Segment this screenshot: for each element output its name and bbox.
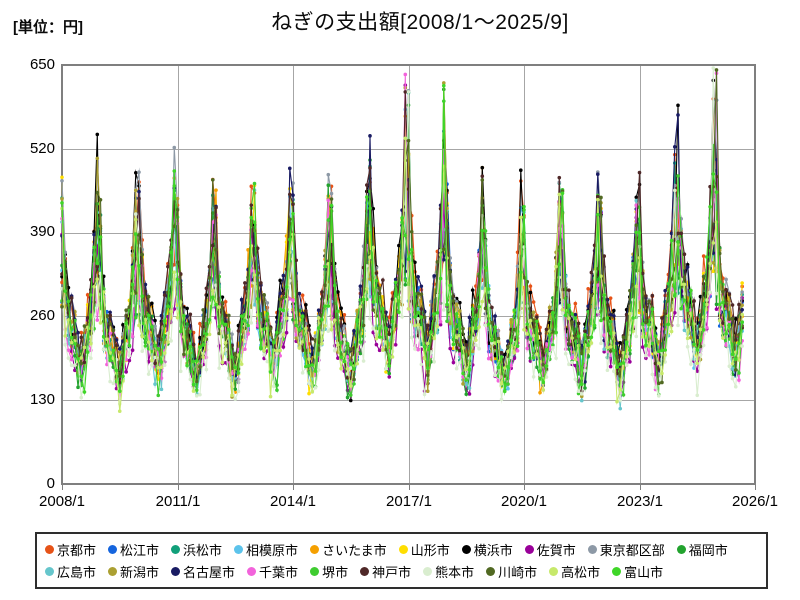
legend-swatch-icon bbox=[524, 545, 534, 554]
legend-swatch-icon bbox=[398, 545, 408, 554]
legend-item: 高松市 bbox=[549, 561, 600, 582]
legend-label: 横浜市 bbox=[473, 543, 513, 558]
legend-swatch-icon bbox=[423, 567, 433, 576]
legend-label: 川崎市 bbox=[498, 565, 538, 580]
legend-label: 山形市 bbox=[410, 543, 450, 558]
legend-swatch-icon bbox=[45, 545, 54, 554]
legend-label: 佐賀市 bbox=[536, 543, 576, 558]
legend-label: 熊本市 bbox=[435, 565, 475, 580]
legend-swatch-icon bbox=[612, 567, 622, 576]
legend-swatch-icon bbox=[676, 545, 686, 554]
legend-swatch-icon bbox=[171, 545, 181, 554]
legend-label: 福岡市 bbox=[688, 543, 728, 558]
legend-item: 千葉市 bbox=[247, 561, 298, 582]
legend-label: 松江市 bbox=[120, 543, 160, 558]
legend-swatch-icon bbox=[310, 545, 320, 554]
x-axis-tick-label: 2008/1 bbox=[39, 493, 85, 510]
legend-swatch-icon bbox=[45, 567, 54, 576]
y-axis-tick-label: 0 bbox=[46, 475, 55, 492]
legend-item: 川崎市 bbox=[486, 561, 537, 582]
legend-swatch-icon bbox=[247, 567, 257, 576]
y-axis-tick-label: 390 bbox=[29, 223, 55, 240]
legend-swatch-icon bbox=[234, 545, 244, 554]
legend-swatch-icon bbox=[310, 567, 320, 576]
legend-item: 富山市 bbox=[612, 561, 663, 582]
x-axis-tick-label: 2011/1 bbox=[155, 493, 201, 510]
legend-item: 横浜市 bbox=[461, 539, 513, 560]
legend-label: 浜松市 bbox=[183, 543, 223, 558]
legend-label: 新潟市 bbox=[120, 565, 160, 580]
legend-box: 京都市 松江市 浜松市 相模原市 さいたま市 山形市 横浜市 佐賀市 東京都区部 福岡市広島市 新潟… bbox=[35, 532, 768, 589]
legend-swatch-icon bbox=[171, 567, 181, 576]
legend-label: 堺市 bbox=[322, 565, 349, 580]
legend-item: 熊本市 bbox=[423, 561, 474, 582]
legend-swatch-icon bbox=[108, 567, 118, 576]
legend-label: 神戸市 bbox=[372, 565, 412, 580]
legend-item: 浜松市 bbox=[171, 539, 222, 560]
legend-item: 東京都区部 bbox=[587, 539, 665, 560]
legend-label: 名古屋市 bbox=[183, 565, 236, 580]
y-axis-tick-label: 650 bbox=[29, 56, 55, 73]
unit-label: [単位：円] bbox=[13, 19, 83, 36]
legend-item: 堺市 bbox=[310, 561, 348, 582]
legend-item: 佐賀市 bbox=[524, 539, 576, 560]
x-axis-tick-label: 2020/1 bbox=[501, 493, 547, 510]
x-axis-tick-label: 2017/1 bbox=[386, 493, 432, 510]
legend-swatch-icon bbox=[108, 545, 118, 554]
legend-item: 広島市 bbox=[45, 561, 96, 582]
legend-item: 新潟市 bbox=[108, 561, 159, 582]
x-axis-tick-label: 2026/1 bbox=[732, 493, 778, 510]
y-axis-tick-label: 260 bbox=[29, 307, 55, 324]
legend-label: 富山市 bbox=[624, 565, 664, 580]
x-axis-tick-label: 2023/1 bbox=[617, 493, 663, 510]
legend-swatch-icon bbox=[486, 567, 496, 576]
legend-label: 千葉市 bbox=[259, 565, 299, 580]
legend-item: 松江市 bbox=[108, 539, 159, 560]
legend-label: 東京都区部 bbox=[599, 543, 665, 558]
legend-item: 福岡市 bbox=[676, 539, 728, 560]
legend-item: 神戸市 bbox=[360, 561, 411, 582]
legend-label: 京都市 bbox=[57, 543, 97, 558]
legend-swatch-icon bbox=[461, 545, 471, 554]
legend-item: 京都市 bbox=[45, 539, 96, 560]
y-axis-tick-label: 130 bbox=[29, 391, 55, 408]
legend-label: さいたま市 bbox=[322, 543, 387, 558]
legend-swatch-icon bbox=[549, 567, 559, 576]
legend-label: 広島市 bbox=[57, 565, 97, 580]
chart-title: ねぎの支出額[2008/1～2025/9] bbox=[271, 11, 569, 34]
x-axis-tick-label: 2014/1 bbox=[270, 493, 316, 510]
legend-label: 高松市 bbox=[561, 565, 601, 580]
legend-item: さいたま市 bbox=[310, 539, 387, 560]
legend-item: 相模原市 bbox=[234, 539, 298, 560]
legend-label: 相模原市 bbox=[246, 543, 299, 558]
legend-item: 山形市 bbox=[398, 539, 450, 560]
y-axis-tick-label: 520 bbox=[29, 140, 55, 157]
legend-swatch-icon bbox=[360, 567, 370, 576]
legend-swatch-icon bbox=[587, 545, 597, 554]
legend-item: 名古屋市 bbox=[171, 561, 235, 582]
